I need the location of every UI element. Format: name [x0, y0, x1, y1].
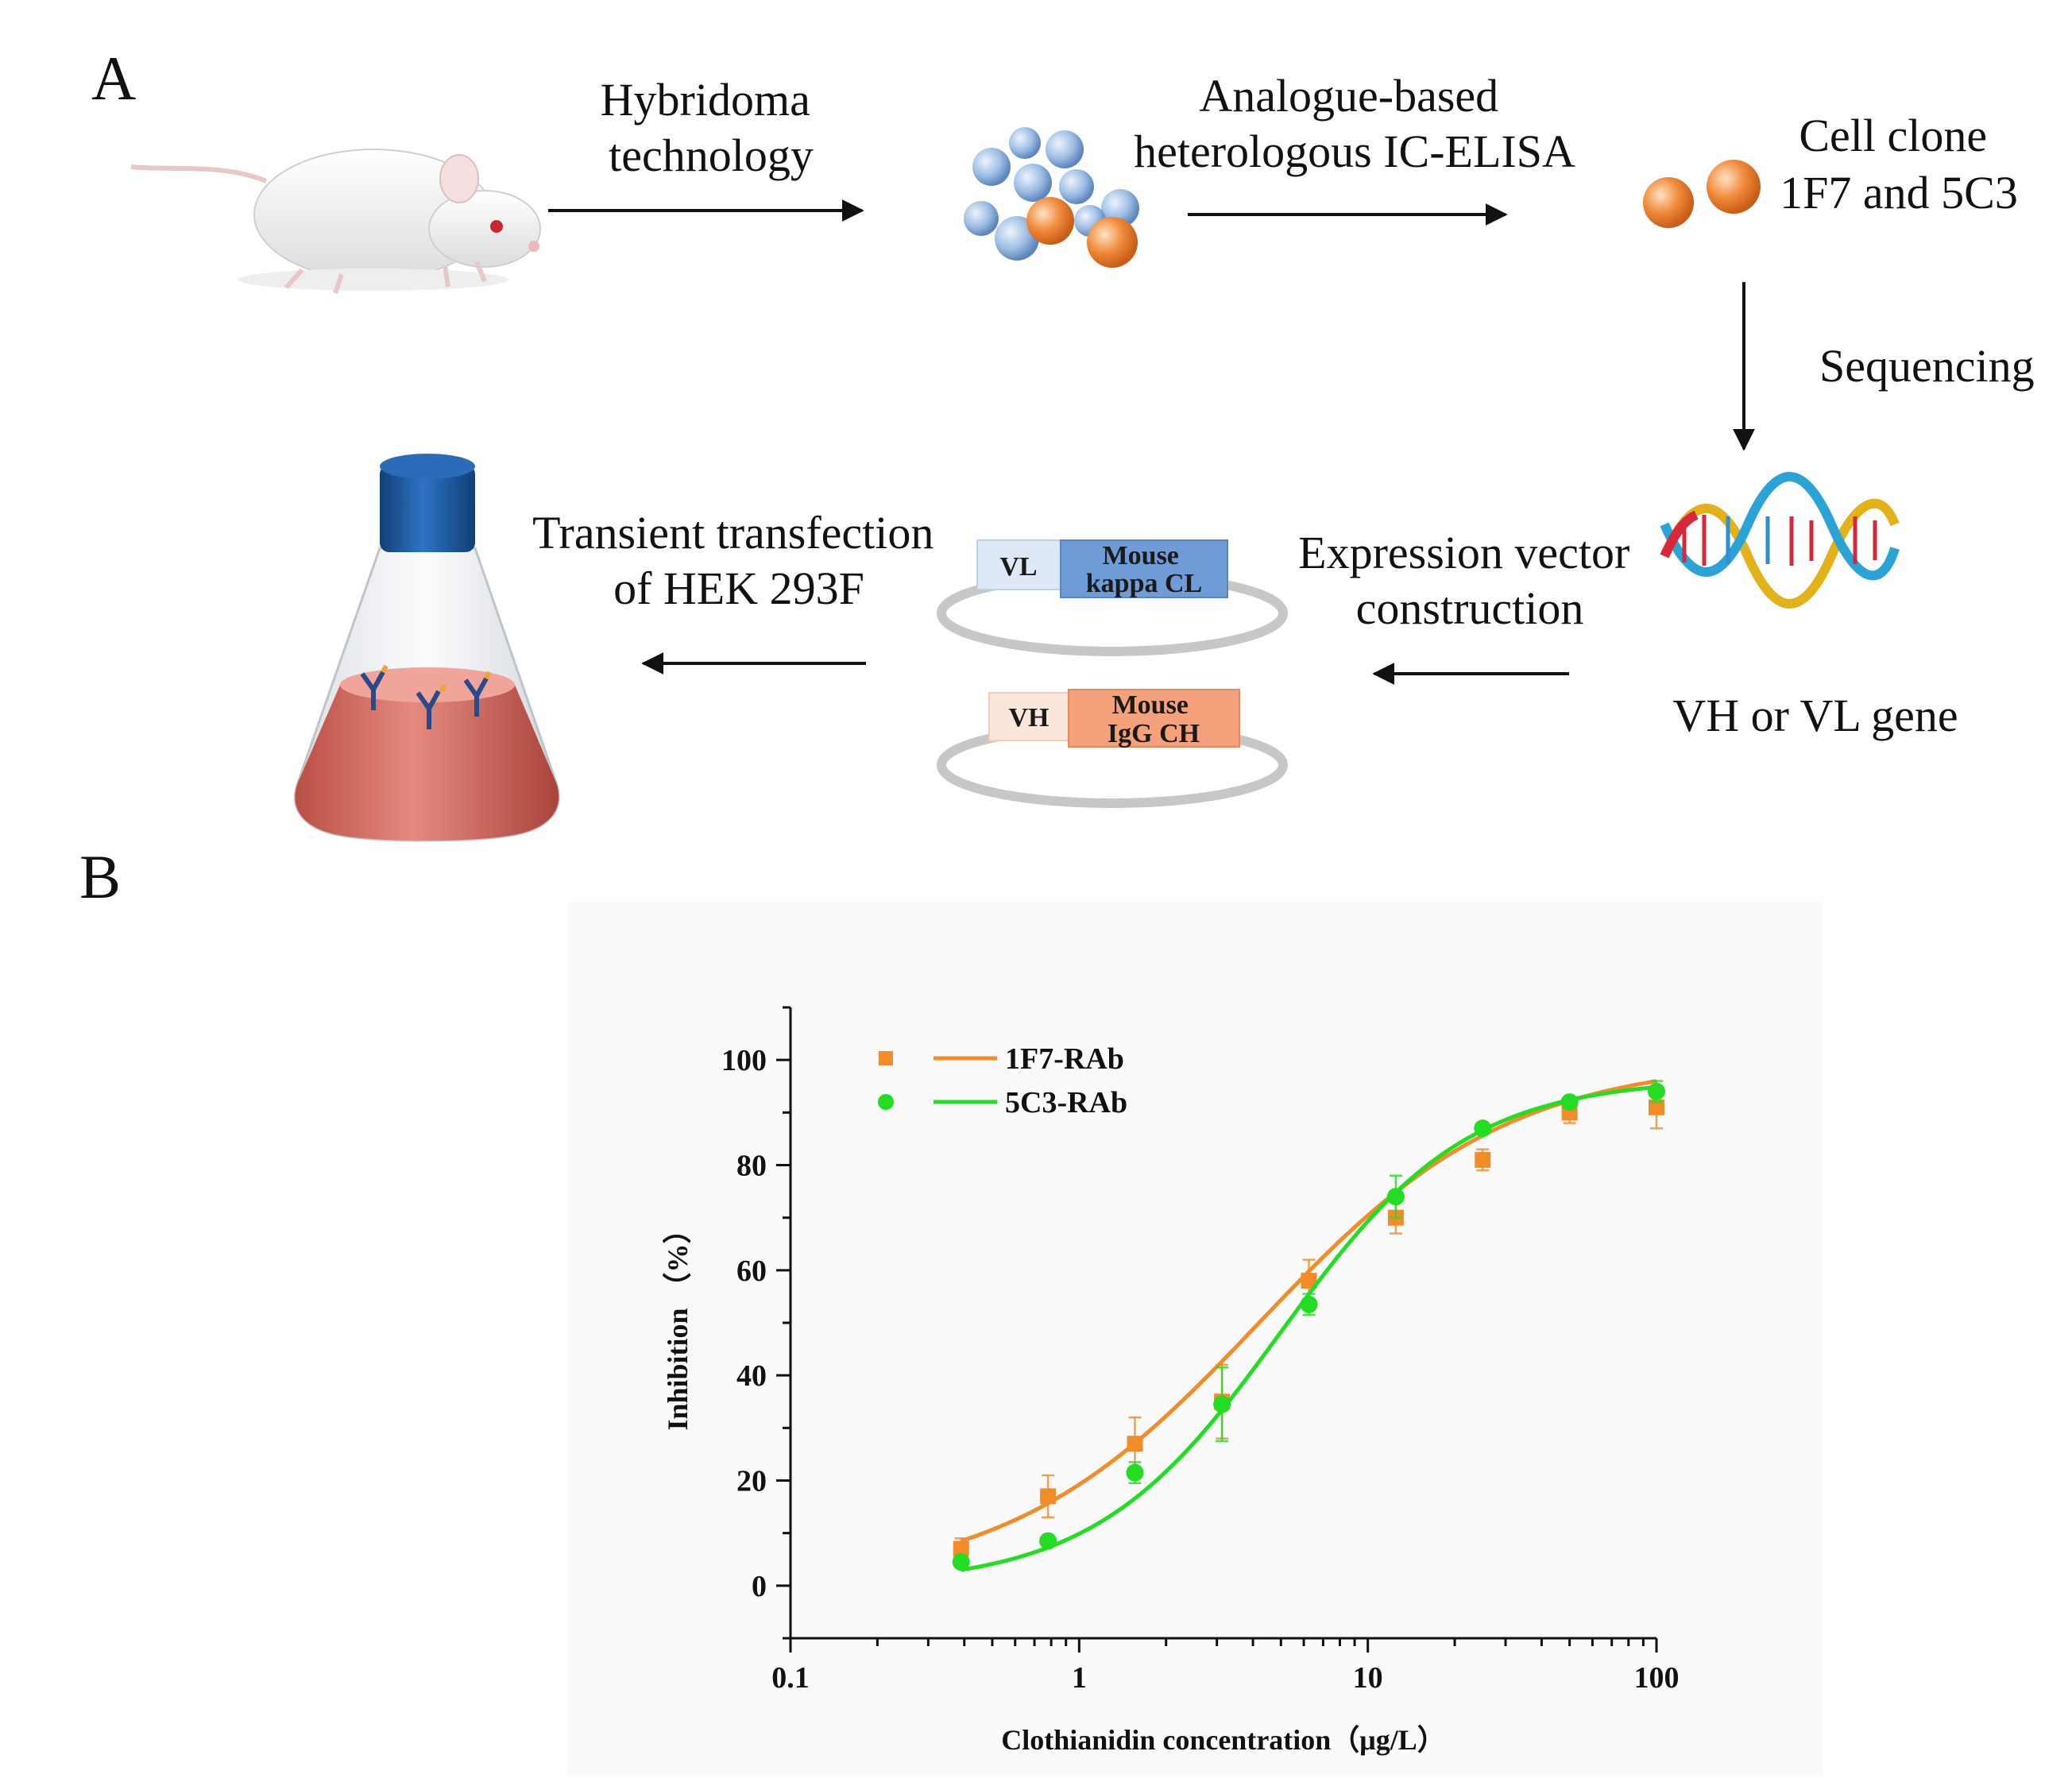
data-point-circle	[1300, 1295, 1318, 1313]
y-tick-label: 0	[752, 1570, 767, 1603]
y-tick-label: 80	[736, 1150, 767, 1183]
chart-background	[568, 902, 1823, 1776]
panel-b-label: B	[79, 842, 121, 911]
step-sequencing-label: Sequencing	[1819, 340, 2035, 392]
x-axis-title: Clothianidin concentration（μg/L）	[1001, 1724, 1445, 1756]
y-axis-title: Inhibition （%）	[662, 1215, 694, 1430]
y-tick-label: 40	[736, 1359, 767, 1393]
data-point-square	[1301, 1273, 1317, 1289]
data-point-square	[953, 1541, 969, 1557]
data-point-square	[1475, 1151, 1491, 1168]
y-tick-label: 100	[721, 1044, 767, 1077]
kappa-cl-label: Mouse kappa CL	[1086, 541, 1202, 598]
data-point-square	[1127, 1436, 1143, 1452]
y-tick-label: 20	[736, 1465, 767, 1498]
hybridoma-cells-icon	[964, 127, 1139, 268]
step-elisa-label: Analogue-based heterologous IC-ELISA	[1134, 70, 1575, 177]
antibody-icon	[360, 664, 492, 729]
mouse-icon	[130, 149, 541, 294]
data-point-circle	[1474, 1119, 1492, 1138]
kappa-cl-segment	[1060, 539, 1228, 598]
vh-label: VH	[1009, 703, 1050, 733]
legend-label: 1F7-RAb	[1005, 1042, 1124, 1076]
step-vector-label: Expression vector construction	[1298, 527, 1641, 634]
heavy-chain-vector: VH Mouse IgG CH	[937, 689, 1288, 808]
x-tick-label: 1	[1072, 1661, 1087, 1695]
data-point-circle	[1386, 1188, 1405, 1206]
data-point-circle	[1126, 1463, 1144, 1482]
igg-ch-segment	[1068, 689, 1240, 748]
panel-a-label: A	[91, 44, 136, 113]
dna-helix-icon	[1660, 472, 1900, 609]
step-clone-label: Cell clone 1F7 and 5C3	[1780, 110, 2018, 218]
data-point-circle	[952, 1553, 970, 1571]
x-tick-label: 100	[1634, 1661, 1680, 1695]
igg-ch-label: Mouse IgG CH	[1108, 690, 1200, 748]
step-transfection-label: Transient transfection of HEK 293F	[532, 507, 945, 614]
data-point-square	[1040, 1488, 1057, 1505]
legend-marker	[878, 1094, 894, 1110]
data-point-square	[1649, 1099, 1664, 1115]
data-point-circle	[1213, 1395, 1231, 1413]
inhibition-chart: 0 20 40 60 80 100 0.1 1 10 100 Clothianidin concen…	[662, 1006, 1680, 1756]
vl-label: VL	[999, 552, 1037, 582]
data-point-circle	[1648, 1082, 1665, 1100]
step-gene-label: VH or VL gene	[1672, 690, 1958, 741]
light-chain-vector: VL Mouse kappa CL	[937, 539, 1288, 656]
cell-clone-icon	[1643, 160, 1761, 228]
x-tick-label: 0.1	[771, 1661, 810, 1695]
legend-label: 5C3-RAb	[1005, 1086, 1127, 1119]
x-tick-label: 10	[1353, 1661, 1383, 1695]
y-tick-label: 60	[736, 1254, 767, 1288]
step-hybridoma-label: Hybridoma technology	[601, 74, 822, 181]
culture-flask-icon	[293, 454, 560, 842]
data-point-circle	[1560, 1093, 1579, 1111]
data-point-circle	[1039, 1532, 1057, 1550]
legend-marker	[879, 1051, 893, 1065]
